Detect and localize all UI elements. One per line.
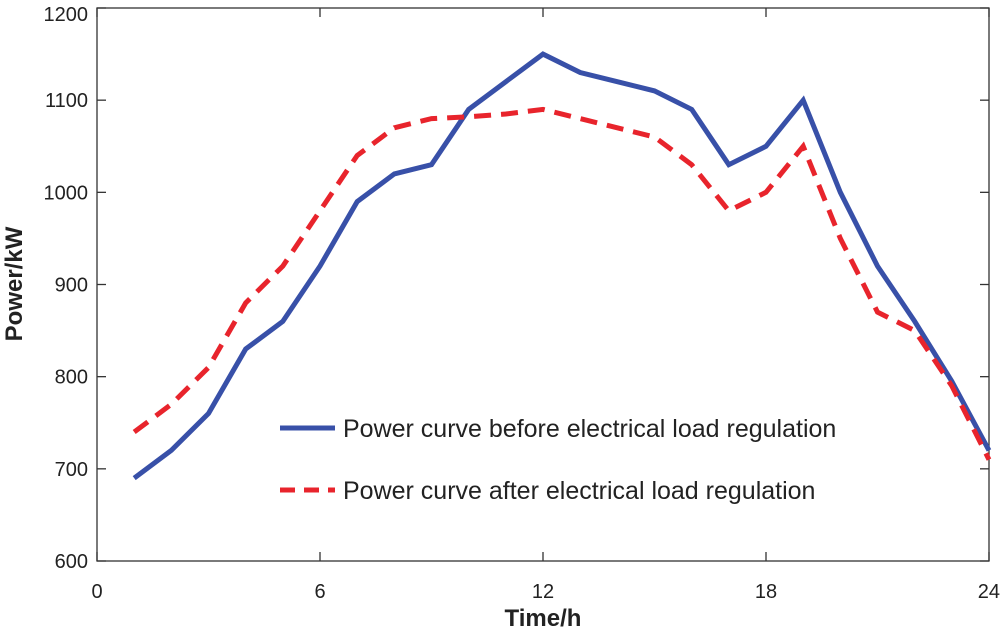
x-tick-label: 0 (91, 581, 102, 603)
legend-label-after: Power curve after electrical load regula… (343, 477, 815, 505)
series-line-after (132, 106, 992, 461)
y-tick-label: 600 (55, 551, 88, 573)
x-tick-label: 12 (532, 581, 554, 603)
y-tick-label: 1100 (45, 90, 88, 112)
x-axis-label: Time/h (505, 605, 582, 632)
y-tick-label: 900 (55, 275, 88, 297)
legend: Power curve before electrical load regul… (280, 415, 836, 505)
y-tick-label: 800 (55, 367, 88, 389)
legend-label-before: Power curve before electrical load regul… (343, 415, 836, 443)
x-tick-label: 6 (314, 581, 325, 603)
y-tick-label: 700 (55, 459, 88, 481)
y-tick-label: 1200 (44, 4, 89, 26)
series-line-before (132, 51, 992, 481)
y-tick-label: 1000 (44, 182, 89, 204)
x-tick-label: 24 (978, 581, 1000, 603)
x-tick-label: 18 (755, 581, 777, 603)
y-axis-label: Power/kW (1, 226, 28, 341)
